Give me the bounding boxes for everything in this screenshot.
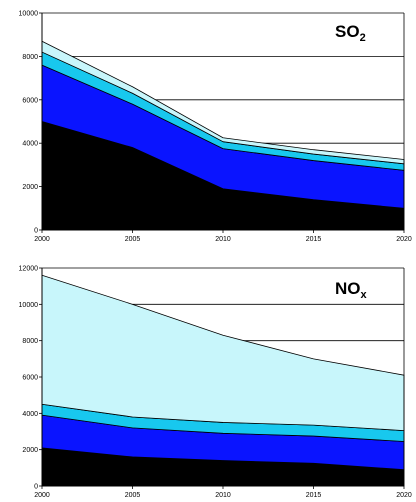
nox-x-tick-label: 2020 (396, 492, 412, 499)
so2-x-tick-label: 2000 (34, 236, 50, 243)
nox-chart-title: NOx (335, 279, 368, 301)
so2-x-tick-label: 2005 (125, 236, 141, 243)
nox-y-tick-label: 0 (34, 484, 38, 491)
nox-y-tick-label: 6000 (22, 375, 38, 382)
so2-x-tick-label: 2010 (215, 236, 231, 243)
so2-x-tick-label: 2015 (306, 236, 322, 243)
nox-y-tick-label: 8000 (22, 338, 38, 345)
nox-y-tick-label: 12000 (19, 266, 39, 273)
nox-x-tick-label: 2005 (125, 492, 141, 499)
so2-y-tick-label: 4000 (22, 141, 38, 148)
nox-y-tick-label: 2000 (22, 447, 38, 454)
so2-y-tick-label: 0 (34, 228, 38, 235)
nox-series-4-area (41, 274, 405, 431)
so2-chart-title: SO2 (335, 22, 366, 44)
so2-y-tick-label: 10000 (19, 11, 39, 18)
nox-x-tick-label: 2010 (215, 492, 231, 499)
nox-x-tick-label: 2015 (306, 492, 322, 499)
so2-y-tick-label: 2000 (22, 184, 38, 191)
so2-y-tick-label: 8000 (22, 54, 38, 61)
nox-y-tick-label: 10000 (19, 302, 39, 309)
nox-y-tick-label: 4000 (22, 411, 38, 418)
so2-x-tick-label: 2020 (396, 236, 412, 243)
nox-x-tick-label: 2000 (34, 492, 50, 499)
so2-y-tick-label: 6000 (22, 97, 38, 104)
